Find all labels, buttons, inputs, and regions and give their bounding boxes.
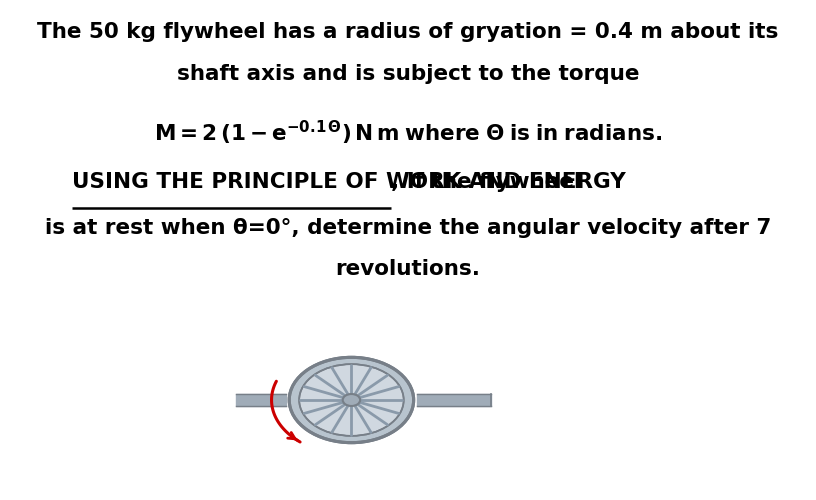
Ellipse shape [289, 358, 414, 442]
Text: The 50 kg flywheel has a radius of gryation = 0.4 m about its: The 50 kg flywheel has a radius of gryat… [38, 22, 778, 42]
Text: is at rest when θ=0°, determine the angular velocity after 7: is at rest when θ=0°, determine the angu… [45, 218, 771, 238]
Text: , If the flywheel: , If the flywheel [391, 172, 581, 193]
Text: $\mathbf{M = 2\,(1 - e^{-0.1\,\Theta})\,N\,m}$$\mathbf{\;where\;\Theta\;is\;in\;: $\mathbf{M = 2\,(1 - e^{-0.1\,\Theta})\,… [154, 119, 662, 147]
Text: shaft axis and is subject to the torque: shaft axis and is subject to the torque [177, 64, 639, 84]
Ellipse shape [299, 364, 404, 436]
Ellipse shape [343, 394, 360, 406]
Text: revolutions.: revolutions. [335, 259, 481, 279]
Text: USING THE PRINCIPLE OF WORK AND ENERGY: USING THE PRINCIPLE OF WORK AND ENERGY [72, 172, 626, 193]
